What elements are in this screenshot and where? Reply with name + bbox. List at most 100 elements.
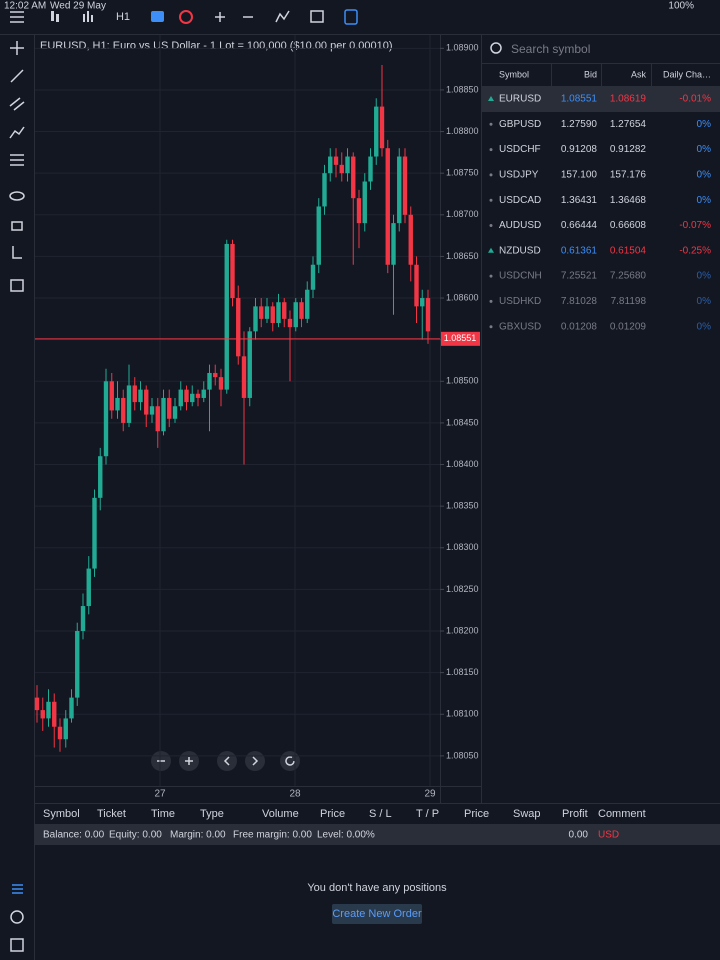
candle-body (425, 298, 431, 332)
candle-body (132, 385, 137, 403)
candle-body (391, 223, 396, 265)
reset-icon (285, 756, 295, 766)
zoom-in-icon (185, 757, 193, 765)
y-tick-label: 1.08850 (446, 84, 479, 94)
candle-body (379, 106, 385, 149)
x-tick-label: 28 (289, 789, 301, 800)
quote-cell: 0.61504 (610, 245, 647, 256)
journal-tab[interactable] (10, 938, 24, 952)
candle-body (236, 298, 241, 357)
y-tick-label: 1.08450 (446, 417, 479, 427)
trend-dot (489, 325, 493, 329)
candle-body (46, 701, 51, 719)
timeframe-button[interactable]: H1 (116, 11, 130, 23)
column-header: Comment (598, 808, 646, 820)
y-tick-label: 1.08250 (446, 584, 479, 594)
trend-dot (489, 198, 493, 202)
scroll-right[interactable] (245, 751, 265, 771)
candle-body (92, 497, 97, 569)
symbol-name[interactable]: NZDUSD (499, 245, 541, 256)
candle-body (34, 697, 40, 711)
status-time: 12:02 AM (4, 1, 46, 12)
history-tab[interactable] (10, 910, 24, 924)
indicator-button[interactable] (275, 10, 290, 23)
search-input[interactable]: Search symbol (511, 42, 590, 56)
symbol-name[interactable]: USDCNH (499, 271, 542, 282)
trend-dot (489, 274, 493, 278)
pattern-tool[interactable] (9, 126, 25, 139)
quote-cell: 0% (697, 321, 712, 332)
layers-tool[interactable] (10, 279, 24, 292)
candle-body (63, 718, 68, 740)
positions-tab[interactable] (12, 884, 23, 894)
quote-cell: 0.91208 (561, 144, 598, 155)
y-tick-label: 1.08400 (446, 459, 479, 469)
trend-dot (489, 224, 493, 227)
candle-body (276, 302, 281, 324)
candle-body (408, 214, 413, 265)
tree-tool[interactable] (12, 246, 22, 259)
balance-item: Level: 0.00% (317, 830, 375, 841)
trade-button[interactable] (151, 11, 164, 22)
column-header: Price (320, 808, 345, 820)
symbol-panel (482, 35, 720, 803)
symbol-name[interactable]: GBXUSD (499, 321, 541, 332)
status-battery: 100% (668, 1, 694, 12)
fib-tool[interactable] (10, 154, 24, 166)
symbol-name[interactable]: AUDUSD (499, 220, 541, 231)
candle-body (368, 156, 373, 182)
alert-button[interactable] (179, 10, 193, 24)
scroll-right-icon (252, 756, 259, 766)
candle-body (247, 331, 252, 398)
crosshair-tool[interactable] (10, 41, 24, 55)
candle-body (40, 710, 45, 719)
balance-item: Balance: 0.00 (43, 830, 105, 841)
trend-dot (489, 173, 493, 177)
column-header: Swap (513, 808, 541, 820)
quote-cell: 1.27590 (561, 119, 598, 130)
symbol-name[interactable]: GBPUSD (499, 119, 541, 130)
symbol-name[interactable]: EURUSD (499, 94, 541, 105)
candle-body (224, 243, 229, 390)
reset[interactable] (280, 751, 300, 771)
candle-body (420, 298, 425, 307)
symbol-name[interactable]: USDCAD (499, 195, 541, 206)
calendar-button[interactable] (310, 10, 324, 23)
quote-cell: 157.176 (610, 170, 647, 181)
column-header: Ticket (97, 808, 126, 820)
candle-body (345, 156, 350, 174)
candle-body (356, 198, 362, 224)
quote-cell: -0.07% (679, 220, 711, 231)
trendline-tool[interactable] (10, 69, 24, 83)
candle-body (178, 389, 183, 407)
y-tick-label: 1.08700 (446, 209, 479, 219)
search-icon (490, 42, 502, 54)
candle-body (322, 173, 327, 207)
zoom-in-button[interactable] (215, 12, 225, 22)
quote-cell: 0.01208 (561, 321, 598, 332)
chart-type-button[interactable] (51, 11, 59, 22)
quote-cell: 0.01209 (610, 321, 647, 332)
candle-body (299, 302, 304, 319)
candle-body (121, 397, 126, 423)
balance-bar (35, 824, 720, 845)
symbol-name[interactable]: USDHKD (499, 296, 541, 307)
menu-button[interactable] (10, 11, 24, 23)
quote-cell: 1.08619 (610, 94, 647, 105)
scroll-left[interactable] (217, 751, 237, 771)
quote-cell: 1.08551 (561, 94, 598, 105)
orders-button[interactable] (344, 9, 358, 25)
candle-body (333, 156, 339, 165)
symbol-name[interactable]: USDCHF (499, 144, 541, 155)
candle-body (213, 372, 218, 378)
create-order-label[interactable]: Create New Order (332, 908, 422, 920)
y-tick-label: 1.08300 (446, 542, 479, 552)
create-order-button[interactable] (332, 904, 422, 924)
candle-body (328, 156, 333, 174)
visibility-tool[interactable] (9, 191, 25, 201)
symbol-name[interactable]: USDJPY (499, 170, 539, 181)
indicators-button[interactable] (83, 11, 93, 22)
lock-tool[interactable] (11, 221, 23, 231)
candle-body (167, 397, 172, 419)
channel-tool[interactable] (9, 97, 25, 111)
